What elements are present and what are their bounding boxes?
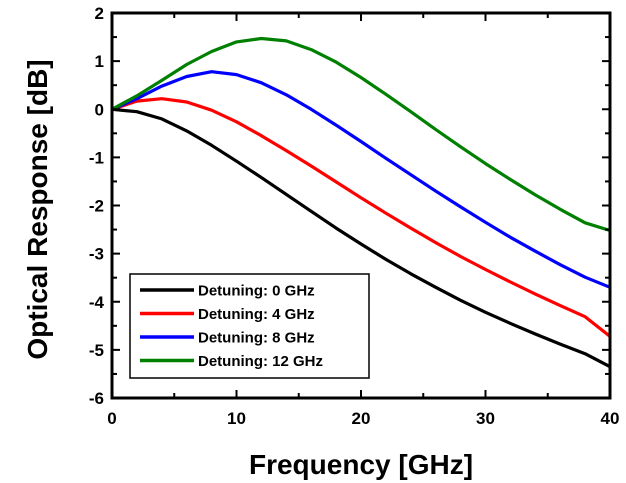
y-tick-label: -1: [89, 148, 104, 167]
y-tick-label: 1: [95, 52, 104, 71]
ticks-layer: [111, 12, 611, 399]
legend-label-2: Detuning: 8 GHz: [198, 330, 315, 347]
y-tick-label: -2: [89, 197, 104, 216]
y-axis-title: Optical Response [dB]: [22, 59, 53, 359]
x-tick-label: 0: [107, 409, 116, 428]
legend: Detuning: 0 GHz Detuning: 4 GHz Detuning: …: [129, 273, 370, 379]
x-tick-label: 40: [601, 409, 620, 428]
y-tick-label: -3: [89, 245, 104, 264]
y-tick-label: 2: [95, 4, 104, 23]
series-line-2: [111, 70, 611, 289]
series-line-3: [111, 36, 611, 233]
x-tick-label: 20: [352, 409, 371, 428]
legend-label-1: Detuning: 4 GHz: [198, 306, 315, 323]
x-axis-title: Frequency [GHz]: [249, 449, 473, 480]
legend-label-3: Detuning: 12 GHz: [198, 353, 323, 370]
y-tick-label: -4: [89, 293, 105, 312]
y-tick-label: -5: [89, 341, 104, 360]
x-tick-label: 10: [227, 409, 246, 428]
tick-labels-layer: 0 10 20 30 40 -6 -5 -4 -3 -2 -1 0 1 2: [89, 4, 620, 428]
y-tick-label: 0: [95, 100, 104, 119]
series-line-1: [111, 97, 611, 338]
series-layer: [111, 36, 611, 369]
legend-label-0: Detuning: 0 GHz: [198, 283, 315, 300]
x-tick-label: 30: [476, 409, 495, 428]
y-tick-label: -6: [89, 389, 104, 408]
series-line-0: [111, 107, 611, 369]
